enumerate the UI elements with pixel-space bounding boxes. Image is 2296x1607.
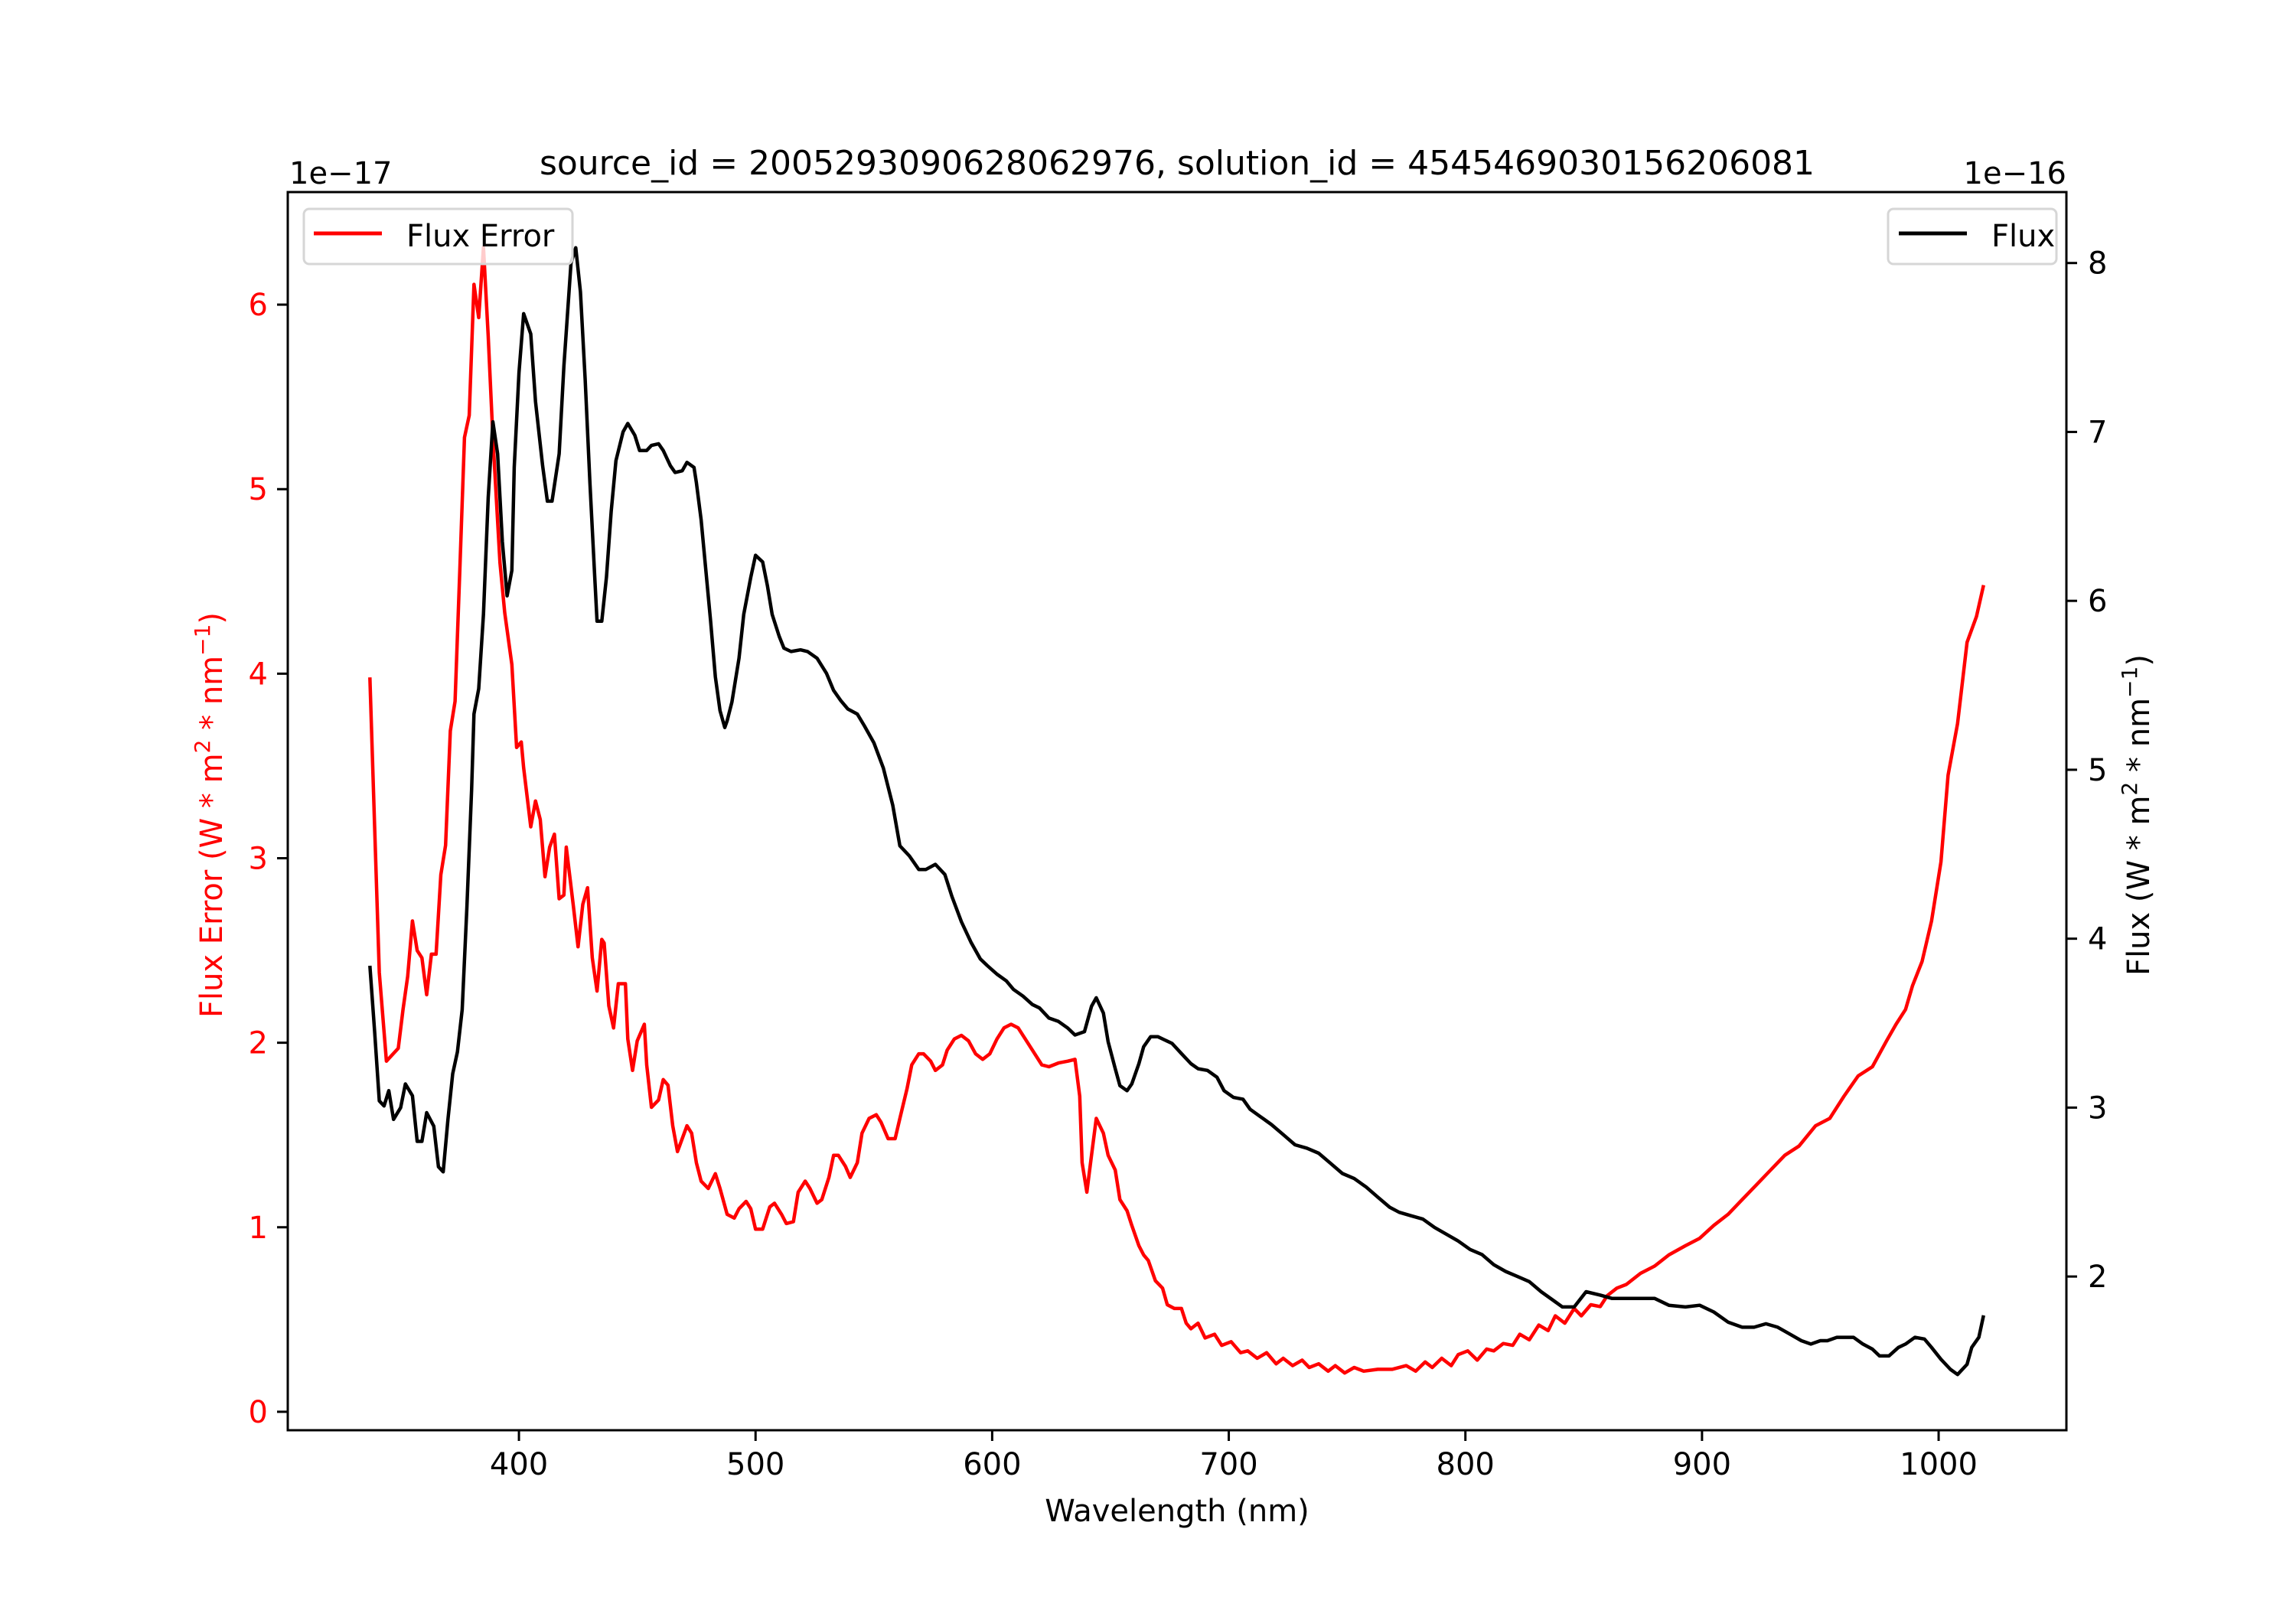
legend-label: Flux	[1991, 219, 2055, 254]
left-axis-offset: 1e−17	[289, 156, 392, 191]
plot-frame	[286, 191, 2068, 1432]
left-y-tick-label: 5	[249, 472, 268, 507]
legend-box	[1887, 207, 2058, 266]
x-tick-label: 1000	[1900, 1447, 1978, 1482]
x-tick-label: 600	[963, 1447, 1021, 1482]
right-y-tick-label: 8	[2088, 246, 2107, 282]
x-tick-label: 700	[1199, 1447, 1257, 1482]
right-y-label-post: )	[2122, 654, 2157, 667]
left-y-label-sup1: 2	[190, 740, 215, 754]
series-line-flux	[368, 246, 1985, 1377]
legend-flux-error: Flux Error	[302, 207, 574, 266]
right-y-axis-label: Flux (W * m2 * nm−1)	[2117, 654, 2157, 976]
x-tick-label: 800	[1437, 1447, 1495, 1482]
legend-label: Flux Error	[406, 219, 555, 254]
left-y-label-pre: Flux Error (W * m	[194, 753, 230, 1018]
left-y-label-sup2: −1	[190, 624, 215, 656]
right-y-tick-label: 2	[2088, 1260, 2107, 1295]
left-y-axis-label: Flux Error (W * m2 * nm−1)	[190, 612, 230, 1018]
right-axis-offset: 1e−16	[1964, 156, 2066, 191]
left-y-label-mid: * nm	[194, 656, 230, 740]
left-y-tick-label: 4	[249, 657, 268, 692]
x-tick-label: 500	[726, 1447, 784, 1482]
right-y-label-pre: Flux (W * m	[2122, 796, 2157, 976]
right-y-label-sup1: 2	[2117, 782, 2142, 796]
right-y-label-sup2: −1	[2117, 667, 2142, 698]
x-tick-label: 400	[490, 1447, 548, 1482]
right-y-tick-label: 7	[2088, 415, 2107, 450]
left-y-tick-label: 1	[249, 1211, 268, 1246]
left-y-tick-label: 3	[249, 841, 268, 876]
legend-flux: Flux	[1887, 207, 2058, 266]
right-y-tick-label: 3	[2088, 1090, 2107, 1126]
left-y-label-post: )	[194, 612, 230, 624]
right-y-tick-label: 5	[2088, 753, 2107, 788]
chart-title: source_id = 2005293090628062976, solutio…	[540, 144, 1815, 183]
right-y-tick-label: 4	[2088, 922, 2107, 957]
x-tick-label: 900	[1673, 1447, 1731, 1482]
left-y-tick-label: 2	[249, 1026, 268, 1061]
left-y-tick-label: 0	[249, 1395, 268, 1430]
series-line-flux-error	[368, 246, 1985, 1375]
x-axis-label: Wavelength (nm)	[1045, 1494, 1309, 1529]
legend-box	[302, 207, 574, 266]
left-y-tick-label: 6	[249, 288, 268, 323]
right-y-label-mid: * nm	[2122, 698, 2157, 782]
right-y-tick-label: 6	[2088, 584, 2107, 619]
